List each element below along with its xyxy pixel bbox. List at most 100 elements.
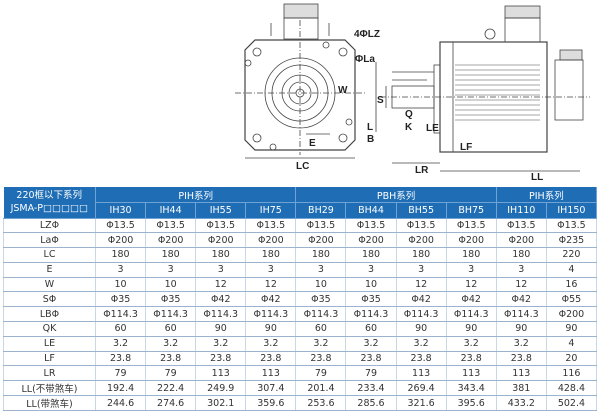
model-header: IH75 — [245, 202, 297, 219]
label-q: Q — [405, 109, 413, 120]
table-cell: 3 — [145, 261, 197, 278]
table-cell: 343.4 — [445, 380, 497, 397]
table-cell: 16 — [545, 276, 598, 293]
table-cell: 222.4 — [145, 380, 197, 397]
table-cell: Φ200 — [345, 232, 397, 249]
table-cell: Φ200 — [94, 232, 147, 249]
table-cell: 116 — [545, 365, 598, 382]
table-cell: Φ42 — [395, 291, 447, 308]
table-cell: 23.8 — [445, 350, 497, 367]
table-cell: Φ200 — [195, 232, 247, 249]
label-ll: LL — [531, 172, 543, 183]
table-cell: 23.8 — [495, 350, 547, 367]
table-cell: 90 — [395, 321, 447, 337]
table-cell: Φ13.5 — [195, 217, 247, 234]
table-cell: 3.2 — [395, 335, 447, 352]
table-cell: 113 — [245, 365, 297, 382]
table-cell: 3 — [395, 261, 447, 278]
table-cell: 180 — [395, 247, 447, 263]
dimension-table: 220框以下系列 JSMA-P□□□□□ PIH系列 PBH系列 PIH系列 IH… — [3, 187, 598, 411]
frame-series-label: 220框以下系列 — [16, 190, 83, 202]
table-cell: 192.4 — [94, 380, 147, 397]
table-cell: 90 — [495, 321, 547, 337]
label-le: LE — [426, 123, 439, 134]
table-corner-header: 220框以下系列 JSMA-P□□□□□ — [3, 187, 96, 219]
table-cell: 10 — [295, 276, 347, 293]
table-cell: 90 — [545, 321, 598, 337]
row-label: LaΦ — [3, 232, 96, 249]
table-cell: 180 — [245, 247, 297, 263]
table-cell: 3 — [94, 261, 147, 278]
table-cell: 3 — [195, 261, 247, 278]
table-row: LZΦ Φ13.5 Φ13.5 Φ13.5 Φ13.5 Φ13.5 Φ13.5 Φ13.5 Φ1… — [3, 217, 598, 234]
table-cell: 428.4 — [545, 380, 598, 397]
table-cell: Φ235 — [545, 232, 598, 249]
table-cell: 23.8 — [345, 350, 397, 367]
table-cell: Φ13.5 — [295, 217, 347, 234]
table-cell: 180 — [295, 247, 347, 263]
model-header: IH55 — [195, 202, 247, 219]
row-label: SΦ — [3, 291, 96, 308]
table-row: LE 3.2 3.2 3.2 3.2 3.2 3.2 3.2 3.2 3.2 4 — [3, 335, 598, 352]
table-cell: Φ114.3 — [445, 306, 497, 323]
table-cell: 253.6 — [295, 395, 347, 411]
table-cell: 4 — [545, 335, 598, 352]
row-label: LZΦ — [3, 217, 96, 234]
table-cell: 12 — [445, 276, 497, 293]
table-cell: Φ55 — [545, 291, 598, 308]
table-cell: Φ114.3 — [395, 306, 447, 323]
table-row: LF 23.8 23.8 23.8 23.8 23.8 23.8 23.8 23.8 23.8 20 — [3, 350, 598, 367]
table-row: LaΦ Φ200 Φ200 Φ200 Φ200 Φ200 Φ200 Φ200 Φ200 Φ200 Φ… — [3, 232, 598, 249]
table-cell: 60 — [145, 321, 197, 337]
table-cell: 90 — [195, 321, 247, 337]
table-cell: 180 — [94, 247, 147, 263]
table-cell: 23.8 — [295, 350, 347, 367]
table-cell: Φ13.5 — [495, 217, 547, 234]
model-header: IH110 — [496, 202, 547, 219]
table-cell: Φ13.5 — [245, 217, 297, 234]
table-cell: 3.2 — [445, 335, 497, 352]
table-cell: 10 — [145, 276, 197, 293]
row-label: LR — [3, 365, 96, 382]
front-view — [235, 3, 365, 159]
table-cell: 3 — [445, 261, 497, 278]
table-cell: 359.6 — [245, 395, 297, 411]
table-row: LL(不带煞车) 192.4 222.4 249.9 307.4 201.4 233.4 26… — [3, 380, 598, 397]
table-cell: Φ35 — [295, 291, 347, 308]
table-cell: 269.4 — [395, 380, 447, 397]
table-cell: 79 — [145, 365, 197, 382]
table-cell: 180 — [345, 247, 397, 263]
table-cell: Φ13.5 — [445, 217, 497, 234]
table-cell: Φ114.3 — [145, 306, 197, 323]
group-header: PIH系列 — [95, 187, 297, 203]
model-header: IH44 — [145, 202, 197, 219]
table-cell: 321.6 — [395, 395, 447, 411]
table-cell: 90 — [445, 321, 497, 337]
table-cell: 249.9 — [195, 380, 247, 397]
dimension-labels: 4ΦLZ ΦLa W E LC S Q K L B LE LF LR LL — [296, 29, 543, 183]
table-cell: Φ35 — [345, 291, 397, 308]
table-row: W 10 10 12 12 10 10 12 12 12 16 — [3, 276, 598, 293]
table-row: LR 79 79 113 113 79 79 113 113 113 116 — [3, 365, 598, 382]
table-cell: Φ200 — [295, 232, 347, 249]
table-cell: Φ114.3 — [245, 306, 297, 323]
motor-dimension-drawing: 4ΦLZ ΦLa W E LC S Q K L B LE LF LR LL — [235, 3, 590, 183]
table-cell: Φ42 — [195, 291, 247, 308]
table-cell: 23.8 — [395, 350, 447, 367]
table-cell: Φ200 — [145, 232, 197, 249]
model-header: BH44 — [345, 202, 397, 219]
table-cell: 180 — [445, 247, 497, 263]
label-lf: LF — [460, 142, 472, 153]
table-cell: Φ42 — [495, 291, 547, 308]
table-cell: 23.8 — [195, 350, 247, 367]
table-cell: 307.4 — [245, 380, 297, 397]
table-cell: 3.2 — [295, 335, 347, 352]
table-cell: Φ114.3 — [295, 306, 347, 323]
label-l: L — [367, 122, 373, 133]
table-cell: Φ13.5 — [345, 217, 397, 234]
table-cell: 3 — [245, 261, 297, 278]
row-label: LC — [3, 247, 96, 263]
label-w: W — [338, 85, 348, 96]
table-cell: 381 — [495, 380, 547, 397]
